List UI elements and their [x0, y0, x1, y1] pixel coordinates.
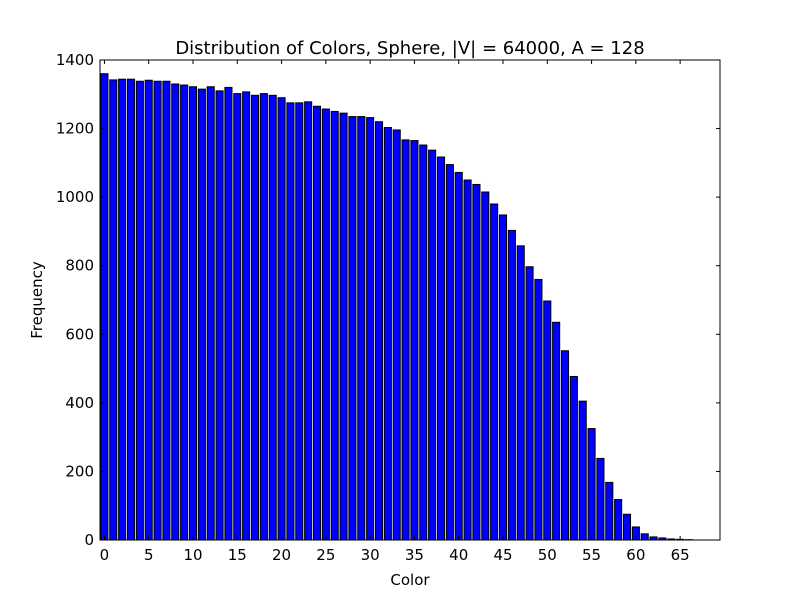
chart-title: Distribution of Colors, Sphere, |V| = 64…: [175, 38, 644, 59]
bar-color-13: [215, 90, 224, 541]
bar-color-38: [436, 156, 446, 541]
x-ticks-group: 0 5 10 15 20 25 30 35 40 45 50 55 60 65: [100, 60, 690, 564]
x-tick-label-65: 65: [671, 546, 690, 564]
bar-color-21: [286, 102, 295, 541]
bar-color-57: [605, 481, 614, 541]
bar-color-55: [587, 428, 596, 541]
bar-color-19: [268, 94, 277, 541]
bar-color-11: [197, 88, 206, 541]
bar-color-58: [614, 499, 623, 541]
bar-color-0: [100, 73, 109, 541]
bar-color-23: [304, 101, 313, 541]
bar-color-52: [560, 350, 570, 541]
bar-color-29: [357, 116, 366, 541]
bar-color-31: [374, 121, 384, 541]
y-tick-label-800: 800: [65, 257, 94, 275]
bar-color-36: [419, 144, 428, 541]
bar-color-40: [454, 171, 463, 541]
bar-color-48: [525, 266, 534, 541]
bar-color-20: [277, 97, 286, 541]
x-tick-label-55: 55: [582, 546, 601, 564]
x-axis-label: Color: [390, 571, 430, 589]
x-tick-label-5: 5: [144, 546, 154, 564]
bar-color-59: [622, 513, 632, 541]
bar-color-27: [339, 112, 348, 541]
x-tick-label-30: 30: [361, 546, 380, 564]
bar-color-4: [135, 80, 144, 541]
bar-color-33: [392, 129, 401, 541]
bar-color-5: [144, 79, 153, 541]
y-tick-label-1000: 1000: [56, 188, 94, 206]
bar-color-50: [543, 300, 552, 541]
bar-color-16: [242, 91, 251, 541]
x-tick-label-0: 0: [100, 546, 110, 564]
bar-color-35: [410, 140, 419, 541]
x-tick-label-15: 15: [228, 546, 247, 564]
plot-frame: [99, 59, 721, 541]
bar-color-10: [188, 86, 198, 541]
bar-color-15: [233, 93, 242, 541]
bar-color-24: [312, 105, 322, 541]
x-tick-label-50: 50: [538, 546, 557, 564]
bar-color-39: [445, 164, 454, 541]
bar-color-34: [401, 139, 410, 541]
bar-color-42: [472, 183, 481, 541]
y-ticks-group: 0 200 400 600 800 1000 1200 1400: [56, 51, 720, 549]
x-tick-label-20: 20: [272, 546, 291, 564]
bar-color-3: [126, 78, 136, 541]
bar-color-30: [366, 117, 375, 541]
bar-color-45: [498, 214, 508, 541]
bar-color-28: [348, 116, 357, 541]
y-tick-label-0: 0: [84, 531, 94, 549]
bar-color-7: [162, 80, 171, 541]
x-tick-label-35: 35: [405, 546, 424, 564]
y-axis-label: Frequency: [28, 261, 46, 339]
bar-color-49: [534, 278, 543, 541]
x-tick-label-60: 60: [626, 546, 645, 564]
bar-color-56: [596, 457, 605, 541]
bar-color-41: [463, 179, 472, 541]
bar-color-17: [250, 94, 260, 541]
x-tick-label-25: 25: [316, 546, 335, 564]
bar-color-25: [321, 108, 330, 541]
bar-color-26: [330, 110, 339, 541]
bar-color-22: [295, 102, 304, 541]
bar-color-51: [552, 321, 561, 541]
y-tick-label-600: 600: [65, 325, 94, 343]
bar-color-8: [171, 83, 180, 541]
bar-color-54: [578, 400, 587, 541]
bar-color-18: [259, 93, 268, 541]
bar-color-43: [481, 191, 490, 541]
bar-color-46: [507, 229, 516, 541]
bar-color-2: [118, 78, 127, 541]
bar-color-32: [383, 127, 392, 541]
bar-color-61: [640, 533, 649, 541]
bars-group: [100, 73, 694, 541]
x-tick-label-40: 40: [449, 546, 468, 564]
bar-color-47: [516, 245, 525, 541]
y-tick-label-1200: 1200: [56, 120, 94, 138]
y-tick-label-200: 200: [65, 462, 94, 480]
bar-color-53: [569, 375, 578, 541]
bar-color-6: [153, 80, 162, 541]
x-tick-label-10: 10: [183, 546, 202, 564]
y-tick-label-400: 400: [65, 394, 94, 412]
bar-color-1: [109, 79, 118, 541]
bar-color-14: [224, 86, 233, 541]
bar-color-12: [206, 86, 215, 541]
x-tick-label-45: 45: [493, 546, 512, 564]
bar-color-9: [180, 84, 189, 541]
y-tick-label-1400: 1400: [56, 51, 94, 69]
bar-color-44: [490, 203, 499, 541]
bar-color-37: [428, 149, 437, 541]
